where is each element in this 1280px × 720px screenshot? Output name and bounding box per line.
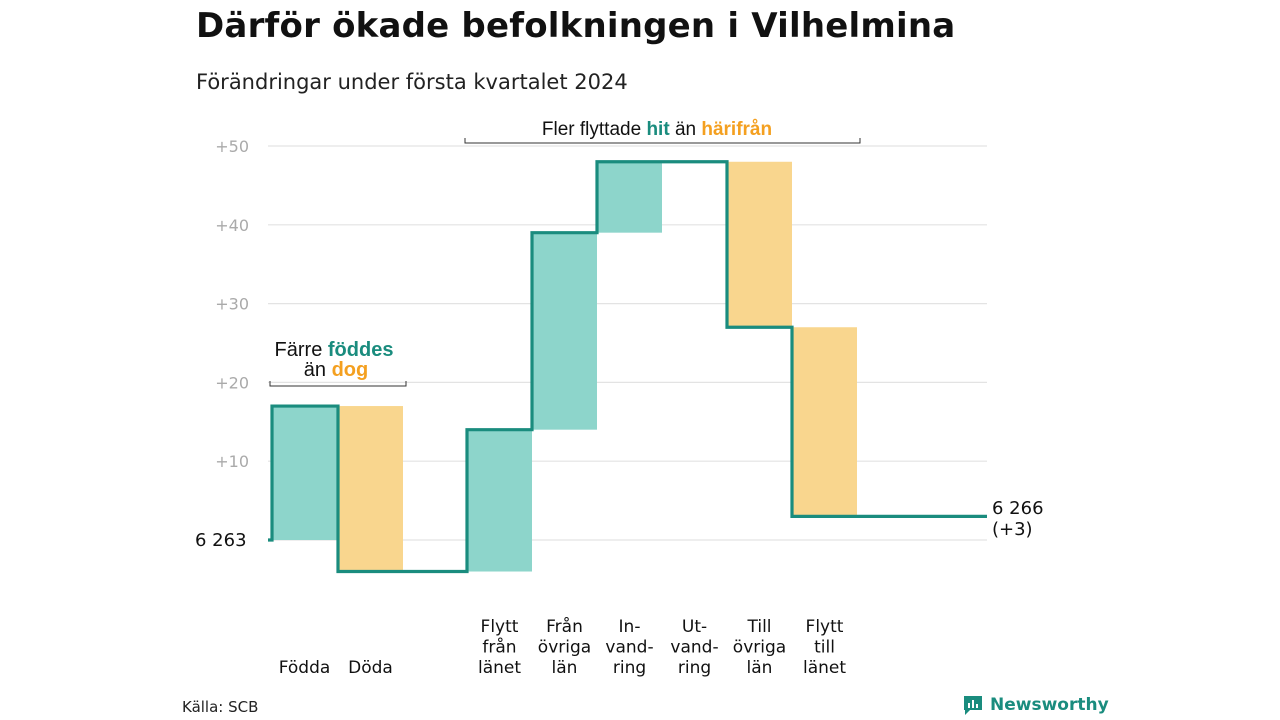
category-label-line: vand- <box>605 638 653 658</box>
category-label-line: övriga <box>538 638 591 658</box>
y-tick-label: +30 <box>215 295 249 314</box>
annotation-hit-word: föddes <box>328 339 394 361</box>
y-tick-label: +50 <box>215 137 249 156</box>
end-change-label: (+3) <box>992 519 1033 540</box>
svg-text:Fler flyttade hit: Fler flyttade hit än härifrån <box>542 119 772 140</box>
category-label-line: Flytt <box>481 617 519 637</box>
category-label-line: län <box>747 658 773 678</box>
annotation-than: än <box>304 359 326 381</box>
annotation-orange-word: härifrån <box>701 119 772 140</box>
category-label-line: ring <box>613 658 646 678</box>
category-label-line: Flytt <box>806 617 844 637</box>
chart-title: Därför ökade befolkningen i Vilhelmina <box>196 6 956 46</box>
category-label: Ut-vand-ring <box>670 617 718 678</box>
svg-text:än dog: än dog <box>304 359 368 381</box>
bar-flytt-till-länet <box>792 327 857 517</box>
annotation-prefix: Fler flyttade <box>542 119 641 140</box>
source-note: Källa: SCB <box>182 698 259 716</box>
grid-layer: +10 +20 +30 +40 +50 <box>215 137 987 541</box>
brand-name: Newsworthy <box>990 695 1109 715</box>
y-tick-label: +20 <box>215 373 249 392</box>
category-label-line: till <box>814 638 835 658</box>
annotation-prefix: Färre <box>275 339 323 361</box>
category-label-line: vand- <box>670 638 718 658</box>
category-label-line: övriga <box>733 638 786 658</box>
newsworthy-logo: Newsworthy <box>962 694 1109 716</box>
end-value-label: 6 266 <box>992 498 1044 519</box>
category-label-line: Ut- <box>682 617 707 637</box>
bar-döda <box>338 406 403 572</box>
annotation-hit-word: hit <box>646 119 670 140</box>
category-label-line: ring <box>678 658 711 678</box>
category-label: Flytt till länet <box>803 617 846 678</box>
bar-till-övriga-län <box>727 161 792 328</box>
category-label-line: Från <box>546 616 583 637</box>
annotation-migration: Fler flyttade hit än härifrån <box>464 119 861 144</box>
category-label: Flytt från länet <box>478 617 521 678</box>
start-value-label: 6 263 <box>195 530 247 551</box>
y-tick-label: +10 <box>215 452 249 471</box>
category-label-line: Till <box>746 617 771 637</box>
bar-in--vand--ring <box>597 161 662 233</box>
annotation-middle: än <box>675 119 696 140</box>
category-label-line: län <box>552 658 578 678</box>
category-label: Till övriga län <box>733 617 786 678</box>
chart-subtitle: Förändringar under första kvartalet 2024 <box>196 70 628 94</box>
category-label-line: In- <box>619 617 641 637</box>
category-label-line: Födda <box>279 658 331 678</box>
category-label-line: från <box>482 637 516 658</box>
category-label-line: Döda <box>348 658 393 678</box>
bar-från-övriga-län <box>532 232 597 430</box>
chart-bubble-icon <box>964 696 982 715</box>
y-tick-label: +40 <box>215 216 249 235</box>
svg-text:Färre föddes: Färre föddes <box>275 339 394 361</box>
step-line-layer <box>268 160 987 574</box>
category-label: Från övriga län <box>538 616 591 678</box>
step-line <box>268 160 987 574</box>
bar-födda <box>272 406 337 540</box>
annotation-births-deaths: Färre föddes än dog <box>269 339 407 387</box>
bar-layer <box>272 161 857 572</box>
category-label: Döda <box>348 658 393 678</box>
annotation-orange-word: dog <box>332 359 369 381</box>
bar-flytt-från-länet <box>467 429 532 572</box>
category-label-line: länet <box>478 658 521 678</box>
category-label-line: länet <box>803 658 846 678</box>
annotation-bracket <box>464 138 861 144</box>
annotation-bracket <box>269 381 407 387</box>
category-label: Födda <box>279 658 331 678</box>
category-label: In-vand-ring <box>605 617 653 678</box>
